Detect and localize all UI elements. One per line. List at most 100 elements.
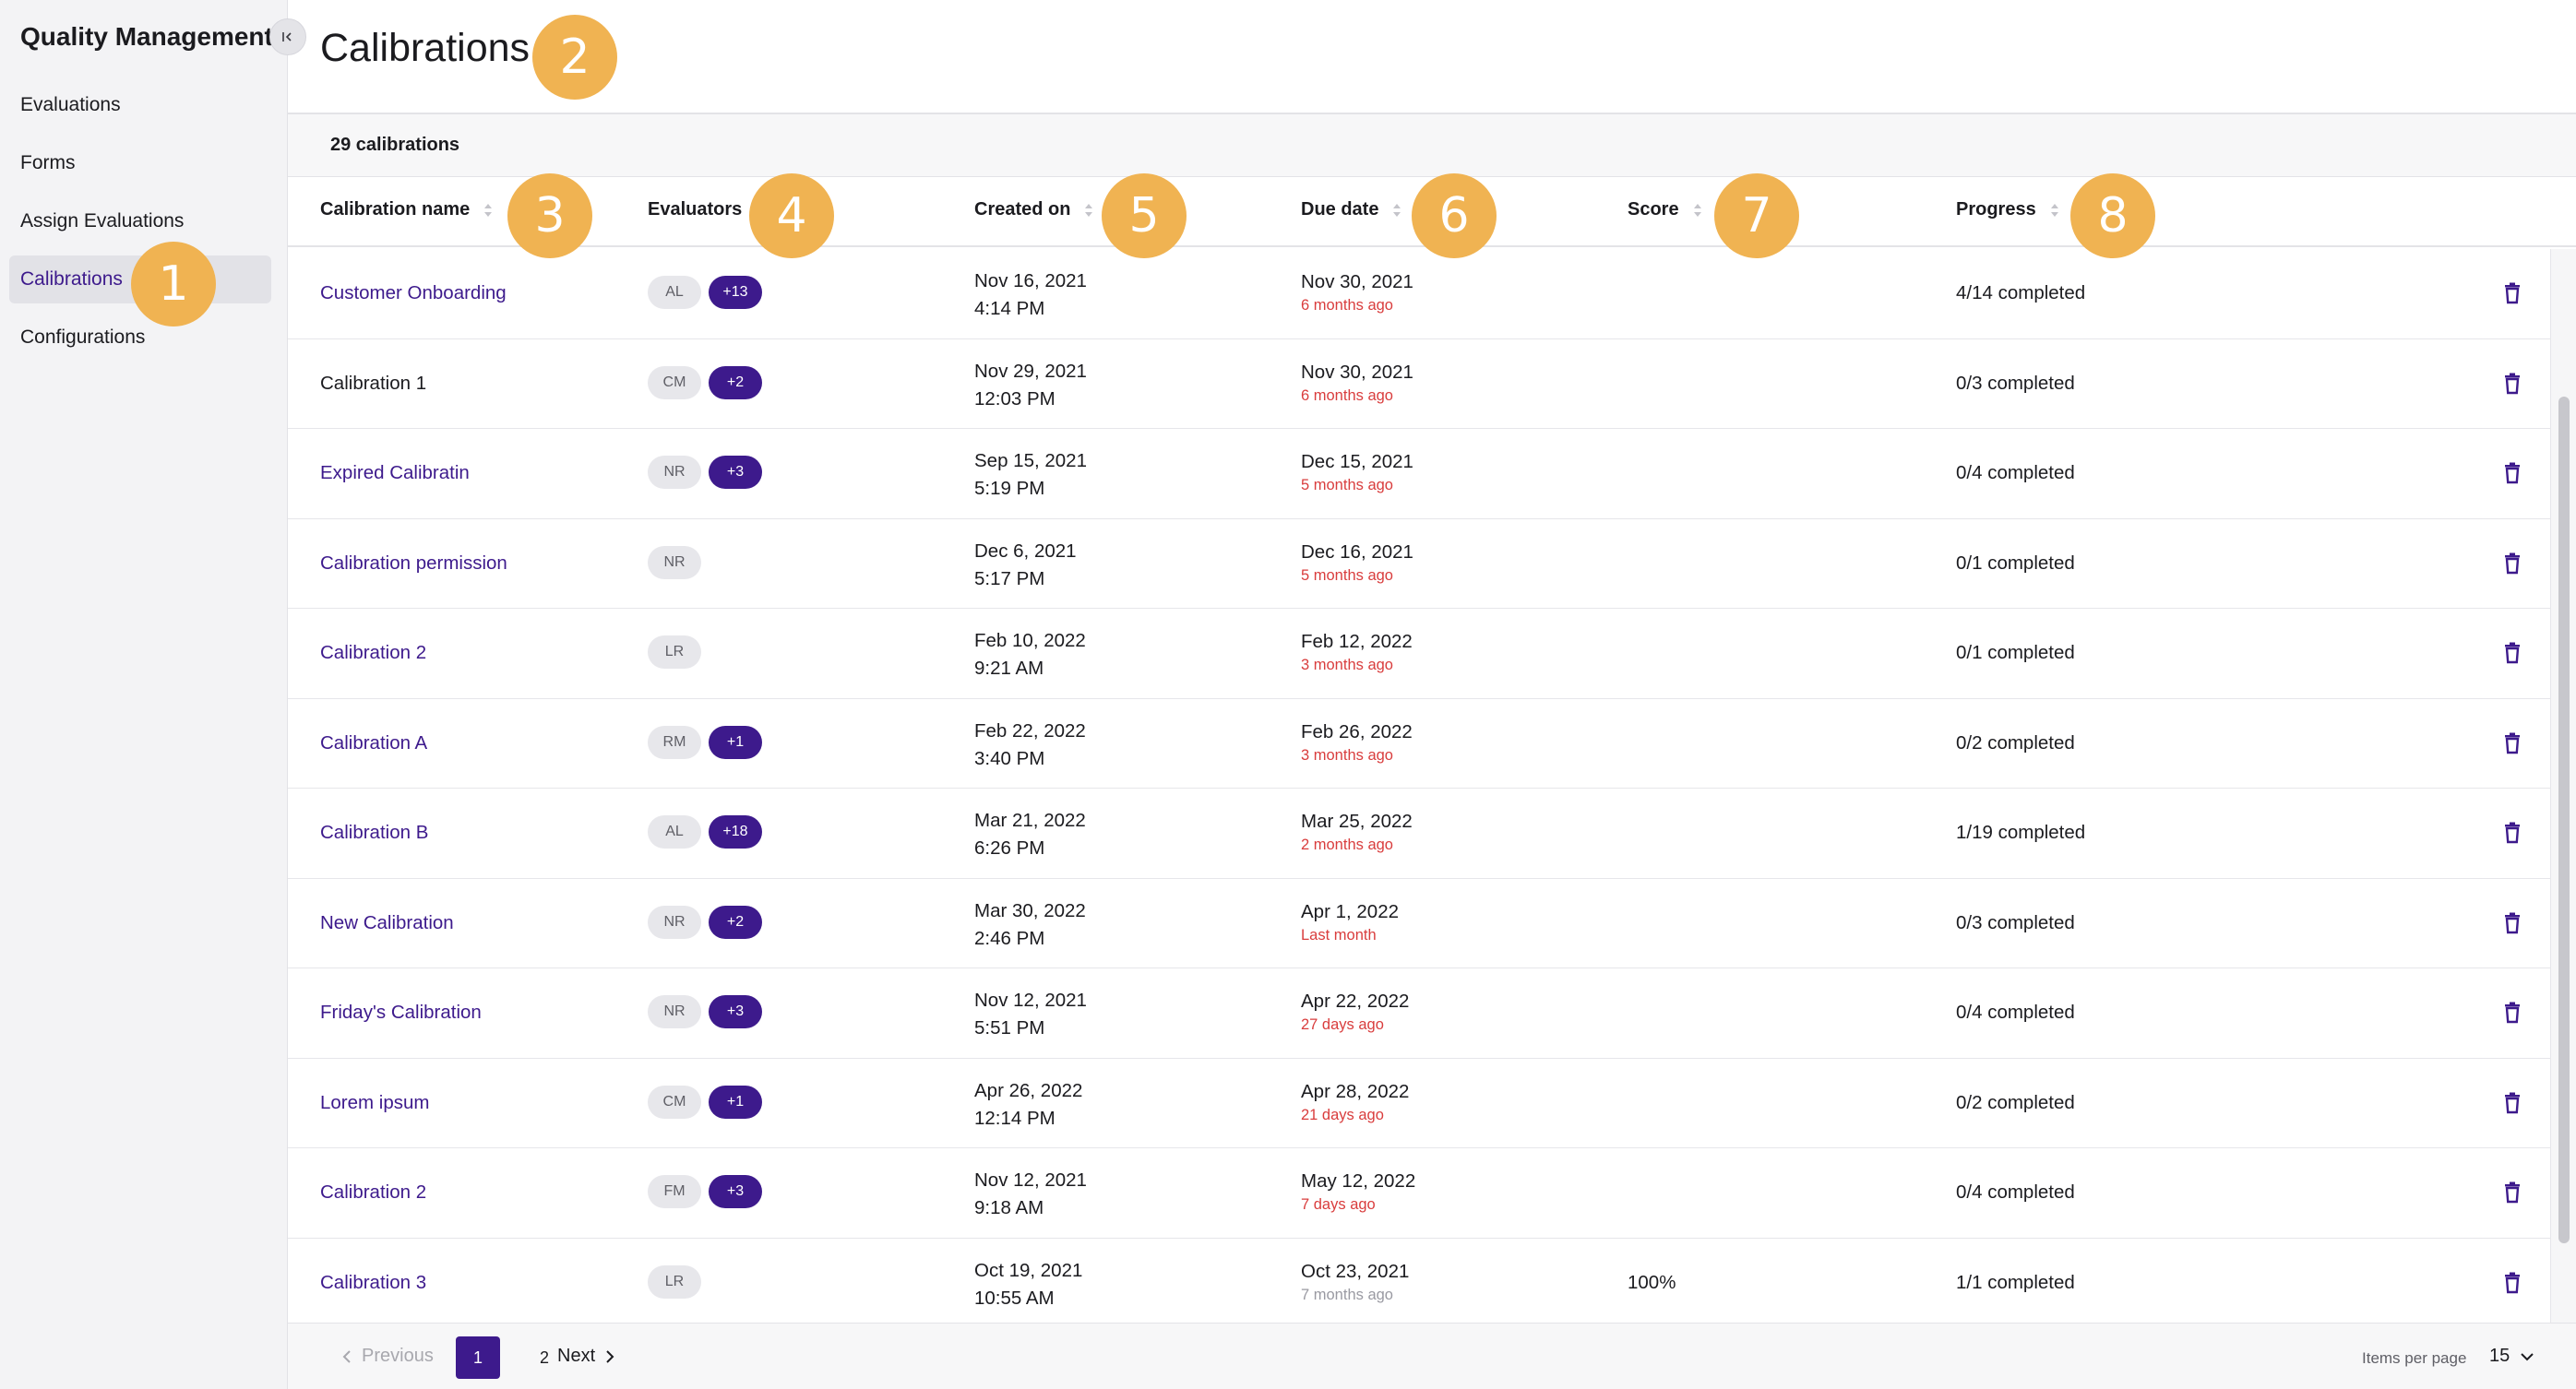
table-row[interactable]: Customer Onboarding AL +13 Nov 16, 2021 4:14… xyxy=(288,249,2550,339)
annotation-marker: 8 xyxy=(2070,173,2155,258)
page-button-1[interactable]: 1 xyxy=(456,1336,500,1379)
evaluator-avatar: NR xyxy=(648,456,701,489)
evaluators-cell: RM +1 xyxy=(648,725,762,759)
table-row[interactable]: New Calibration NR +2 Mar 30, 2022 2:46 PM Ap… xyxy=(288,879,2550,968)
progress-cell: 0/3 completed xyxy=(1956,372,2075,394)
calibration-name-link[interactable]: Lorem ipsum xyxy=(320,1091,430,1113)
column-header-label: Score xyxy=(1628,199,1679,220)
trash-icon xyxy=(2505,822,2520,844)
delete-button[interactable] xyxy=(2498,370,2526,398)
delete-button[interactable] xyxy=(2498,819,2526,847)
trash-icon xyxy=(2505,642,2520,664)
table-row[interactable]: Friday's Calibration NR +3 Nov 12, 2021 5:51… xyxy=(288,968,2550,1059)
sort-icon[interactable] xyxy=(483,202,494,219)
scrollbar-thumb[interactable] xyxy=(2558,397,2570,1243)
more-evaluators-badge[interactable]: +13 xyxy=(709,276,762,309)
sidebar-item-evaluations[interactable]: Evaluations xyxy=(9,81,271,129)
table-row[interactable]: Calibration 2 FM +3 Nov 12, 2021 9:18 AM May … xyxy=(288,1148,2550,1239)
delete-button[interactable] xyxy=(2498,639,2526,667)
sort-icon[interactable] xyxy=(1083,202,1094,219)
column-header-label: Progress xyxy=(1956,199,2036,220)
column-header-due-date[interactable]: Due date xyxy=(1301,199,1402,220)
items-per-page-select[interactable]: 15 xyxy=(2489,1346,2535,1367)
sort-icon[interactable] xyxy=(2049,202,2060,219)
more-evaluators-badge[interactable]: +18 xyxy=(709,815,762,849)
delete-button[interactable] xyxy=(2498,550,2526,577)
delete-button[interactable] xyxy=(2498,459,2526,487)
more-evaluators-badge[interactable]: +2 xyxy=(709,905,762,939)
column-header-label: Due date xyxy=(1301,199,1379,220)
created-date: Nov 29, 2021 xyxy=(974,360,1087,382)
sidebar-item-forms[interactable]: Forms xyxy=(9,139,271,187)
due-relative: 5 months ago xyxy=(1301,477,1393,493)
collapse-sidebar-button[interactable] xyxy=(269,18,306,55)
calibration-name-link[interactable]: Calibration permission xyxy=(320,552,507,574)
column-header-created-on[interactable]: Created on xyxy=(974,199,1094,220)
sidebar-item-configurations[interactable]: Configurations xyxy=(9,314,271,362)
calibration-name-link[interactable]: Customer Onboarding xyxy=(320,282,507,303)
delete-button[interactable] xyxy=(2498,1089,2526,1117)
trash-icon xyxy=(2505,552,2520,574)
sidebar-item-assign-evaluations[interactable]: Assign Evaluations xyxy=(9,197,271,245)
calibration-name-link[interactable]: New Calibration xyxy=(320,911,454,933)
calibration-name-link[interactable]: Calibration 3 xyxy=(320,1271,427,1293)
due-date: Dec 15, 2021 xyxy=(1301,451,1413,472)
calibration-name-link[interactable]: Calibration 2 xyxy=(320,642,427,663)
calibration-name-link[interactable]: Calibration B xyxy=(320,822,429,843)
calibration-name-link[interactable]: Calibration 2 xyxy=(320,1181,427,1203)
evaluator-avatar: RM xyxy=(648,725,701,759)
due-date-cell: Dec 15, 2021 5 months ago xyxy=(1301,449,1413,495)
delete-button[interactable] xyxy=(2498,999,2526,1027)
table-row[interactable]: Calibration B AL +18 Mar 21, 2022 6:26 PM Mar… xyxy=(288,789,2550,879)
calibration-name-link[interactable]: Calibration A xyxy=(320,731,428,754)
due-relative: 21 days ago xyxy=(1301,1106,1384,1123)
delete-button[interactable] xyxy=(2498,1269,2526,1297)
sort-icon[interactable] xyxy=(1692,202,1703,219)
due-date-cell: Oct 23, 2021 7 months ago xyxy=(1301,1259,1409,1305)
scrollbar[interactable] xyxy=(2550,249,2576,1323)
table-row[interactable]: Calibration 1 CM +2 Nov 29, 2021 12:03 PM Nov… xyxy=(288,339,2550,429)
column-header-progress[interactable]: Progress xyxy=(1956,199,2060,220)
more-evaluators-badge[interactable]: +1 xyxy=(709,1085,762,1119)
table-row[interactable]: Calibration 2 LR Feb 10, 2022 9:21 AM Feb 12… xyxy=(288,609,2550,699)
created-time: 9:21 AM xyxy=(974,658,1044,679)
collapse-sidebar-icon xyxy=(282,32,292,42)
created-time: 9:18 AM xyxy=(974,1197,1044,1218)
column-header-score[interactable]: Score xyxy=(1628,199,1703,220)
sort-icon[interactable] xyxy=(1391,202,1402,219)
delete-button[interactable] xyxy=(2498,730,2526,757)
pagination-bar: Previous 1 2 Next Items per page 15 xyxy=(288,1323,2576,1389)
due-relative: Last month xyxy=(1301,926,1377,944)
column-header-name[interactable]: Calibration name xyxy=(320,199,494,220)
more-evaluators-badge[interactable]: +3 xyxy=(709,995,762,1028)
table-row[interactable]: Calibration permission NR Dec 6, 2021 5:17 … xyxy=(288,519,2550,609)
more-evaluators-badge[interactable]: +1 xyxy=(709,725,762,759)
trash-icon xyxy=(2505,912,2520,933)
more-evaluators-badge[interactable]: +3 xyxy=(709,1175,762,1208)
evaluators-cell: CM +2 xyxy=(648,365,762,399)
calibration-name-link[interactable]: Expired Calibratin xyxy=(320,462,470,483)
column-header-evaluators: Evaluators xyxy=(648,199,742,220)
created-time: 12:14 PM xyxy=(974,1107,1055,1129)
trash-icon xyxy=(2505,732,2520,754)
created-time: 5:19 PM xyxy=(974,478,1045,499)
more-evaluators-badge[interactable]: +2 xyxy=(709,365,762,399)
table-body: Customer Onboarding AL +13 Nov 16, 2021 4:14… xyxy=(288,249,2550,1328)
calibration-name-link[interactable]: Friday's Calibration xyxy=(320,1002,482,1023)
table-row[interactable]: Expired Calibratin NR +3 Sep 15, 2021 5:19 P… xyxy=(288,429,2550,519)
progress-cell: 4/14 completed xyxy=(1956,282,2086,303)
previous-page-button[interactable]: Previous xyxy=(341,1346,434,1367)
next-page-button[interactable]: Next xyxy=(557,1346,615,1367)
delete-button[interactable] xyxy=(2498,279,2526,307)
page-button-2[interactable]: 2 xyxy=(539,1347,549,1367)
delete-button[interactable] xyxy=(2498,909,2526,937)
delete-button[interactable] xyxy=(2498,1179,2526,1206)
table-row[interactable]: Calibration A RM +1 Feb 22, 2022 3:40 PM Feb … xyxy=(288,699,2550,789)
sidebar-item-label: Assign Evaluations xyxy=(20,210,185,232)
calibration-name-link[interactable]: Calibration 1 xyxy=(320,372,427,394)
created-time: 5:51 PM xyxy=(974,1017,1045,1039)
created-on-cell: Nov 16, 2021 4:14 PM xyxy=(974,267,1087,323)
table-row[interactable]: Calibration 3 LR Oct 19, 2021 10:55 AM Oct 2… xyxy=(288,1239,2550,1328)
table-row[interactable]: Lorem ipsum CM +1 Apr 26, 2022 12:14 PM Apr 2… xyxy=(288,1059,2550,1148)
more-evaluators-badge[interactable]: +3 xyxy=(709,456,762,489)
